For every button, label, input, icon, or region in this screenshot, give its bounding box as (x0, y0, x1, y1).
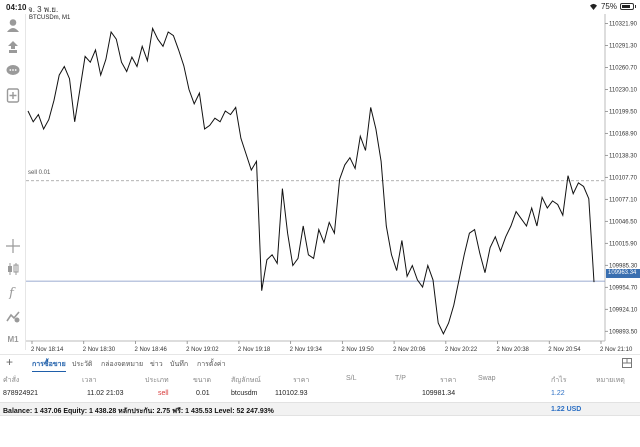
x-tick-label: 2 Nov 21:10 (600, 347, 633, 353)
battery-fill (622, 5, 631, 8)
order-open-price: 110102.93 (275, 390, 308, 397)
col-type: ประเภท (145, 377, 169, 384)
y-tick-label: 110230.10 (609, 87, 638, 93)
y-tick-label: 110046.50 (609, 219, 638, 225)
y-tick-label: 110138.30 (609, 153, 638, 159)
battery-icon (620, 3, 636, 10)
col-open-price: ราคา (293, 377, 310, 384)
tab-history[interactable]: ประวัติ (72, 361, 93, 368)
y-tick-label: 110168.90 (609, 131, 638, 137)
chart-symbol-label: BTCUSDm, M1 (29, 15, 71, 21)
x-tick-label: 2 Nov 19:34 (290, 347, 323, 353)
current-price-badge: 109963.34 (606, 269, 640, 278)
col-volume: ขนาด (193, 377, 212, 384)
x-tick-label: 2 Nov 20:06 (393, 347, 426, 353)
battery-percent: 75% (600, 2, 617, 11)
tab-mailbox[interactable]: กล่องจดหมาย (101, 361, 144, 368)
y-tick-label: 110015.90 (609, 241, 638, 247)
crosshair-icon[interactable] (3, 237, 23, 255)
x-tick-label: 2 Nov 20:54 (548, 347, 581, 353)
col-symbol: สัญลักษณ์ (231, 377, 261, 384)
indicators-icon[interactable]: f (3, 283, 23, 301)
new-order-icon[interactable] (3, 86, 23, 104)
y-tick-label: 109954.70 (609, 285, 638, 291)
x-tick-label: 2 Nov 19:18 (238, 347, 271, 353)
x-tick-label: 2 Nov 20:38 (497, 347, 530, 353)
svg-text:f: f (8, 286, 16, 299)
status-bar: 04:10 จ. 3 พ.ย. 75% (0, 0, 640, 14)
x-tick-label: 2 Nov 18:30 (83, 347, 116, 353)
y-tick-label: 110321.90 (609, 21, 638, 27)
wifi-icon (589, 3, 597, 10)
x-tick-label: 2 Nov 18:46 (134, 347, 167, 353)
timeframe-button[interactable]: M1 (7, 334, 19, 344)
terminal-tabs: + การซื้อขาย ประวัติ กล่องจดหมาย ข่าว บั… (0, 354, 640, 372)
y-tick-label: 110260.70 (609, 65, 638, 71)
balance-row: Balance: 1 437.06 Equity: 1 438.28 หลักป… (0, 402, 640, 416)
chat-icon[interactable] (3, 62, 23, 80)
total-profit: 1.22 USD (551, 406, 582, 413)
y-tick-label: 109893.50 (609, 329, 638, 335)
col-order: คำสั่ง (3, 377, 20, 384)
x-tick-label: 2 Nov 19:50 (341, 347, 374, 353)
y-tick-label: 110107.70 (609, 175, 638, 181)
col-time: เวลา (82, 377, 97, 384)
order-current-price: 109981.34 (422, 390, 456, 397)
y-tick-label: 110199.50 (609, 109, 638, 115)
col-profit: กำไร (551, 377, 567, 384)
table-header: คำสั่ง เวลา ประเภท ขนาด สัญลักษณ์ ราคา S… (0, 372, 640, 387)
sell-line-label: sell 0.01 (28, 170, 51, 176)
x-tick-label: 2 Nov 19:02 (186, 347, 219, 353)
tab-news[interactable]: ข่าว (150, 361, 163, 368)
order-time: 11.02 21:03 (87, 390, 124, 397)
col-tp: T/P (395, 375, 406, 382)
status-right: 75% (589, 2, 636, 11)
x-tick-label: 2 Nov 20:22 (445, 347, 478, 353)
status-time: 04:10 (6, 3, 27, 12)
account-icon[interactable] (3, 16, 23, 34)
layout-icon[interactable] (622, 358, 632, 368)
chart-toolbar: f M1 (0, 14, 26, 350)
price-chart[interactable]: 110321.90 110291.30 110260.70 110230.10 1101… (26, 14, 640, 356)
y-tick-label: 109924.10 (609, 307, 638, 313)
order-type: sell (158, 390, 169, 397)
price-chart-svg: 110321.90 110291.30 110260.70 110230.10 1101… (26, 14, 638, 353)
y-tick-label: 109985.30 (609, 263, 638, 269)
price-series-line (27, 26, 595, 335)
candles-icon[interactable] (3, 260, 23, 278)
objects-icon[interactable] (3, 307, 23, 325)
col-swap: Swap (478, 375, 496, 382)
col-comment: หมายเหตุ (596, 377, 625, 384)
order-id: 878924921 (3, 390, 39, 397)
add-icon[interactable]: + (6, 355, 14, 369)
table-row[interactable]: 878924921 11.02 21:03 sell 0.01 btcusdm … (0, 387, 640, 402)
order-volume: 0.01 (196, 390, 210, 397)
y-tick-label: 110077.10 (609, 197, 638, 203)
tab-settings[interactable]: การตั้งค่า (197, 361, 226, 368)
y-tick-label: 110291.30 (609, 43, 638, 49)
positions-table: คำสั่ง เวลา ประเภท ขนาด สัญลักษณ์ ราคา S… (0, 372, 640, 402)
col-price: ราคา (440, 377, 457, 384)
x-tick-label: 2 Nov 18:14 (31, 347, 64, 353)
status-date: จ. 3 พ.ย. (28, 5, 59, 14)
col-sl: S/L (346, 375, 357, 382)
trade-arrows-icon[interactable] (3, 38, 23, 56)
order-symbol: btcusdm (231, 390, 258, 397)
balance-text: Balance: 1 437.06 Equity: 1 438.28 หลักป… (3, 408, 274, 415)
tab-journal[interactable]: บันทึก (170, 361, 189, 368)
tab-trade[interactable]: การซื้อขาย (32, 359, 66, 372)
order-profit: 1.22 (551, 390, 565, 397)
